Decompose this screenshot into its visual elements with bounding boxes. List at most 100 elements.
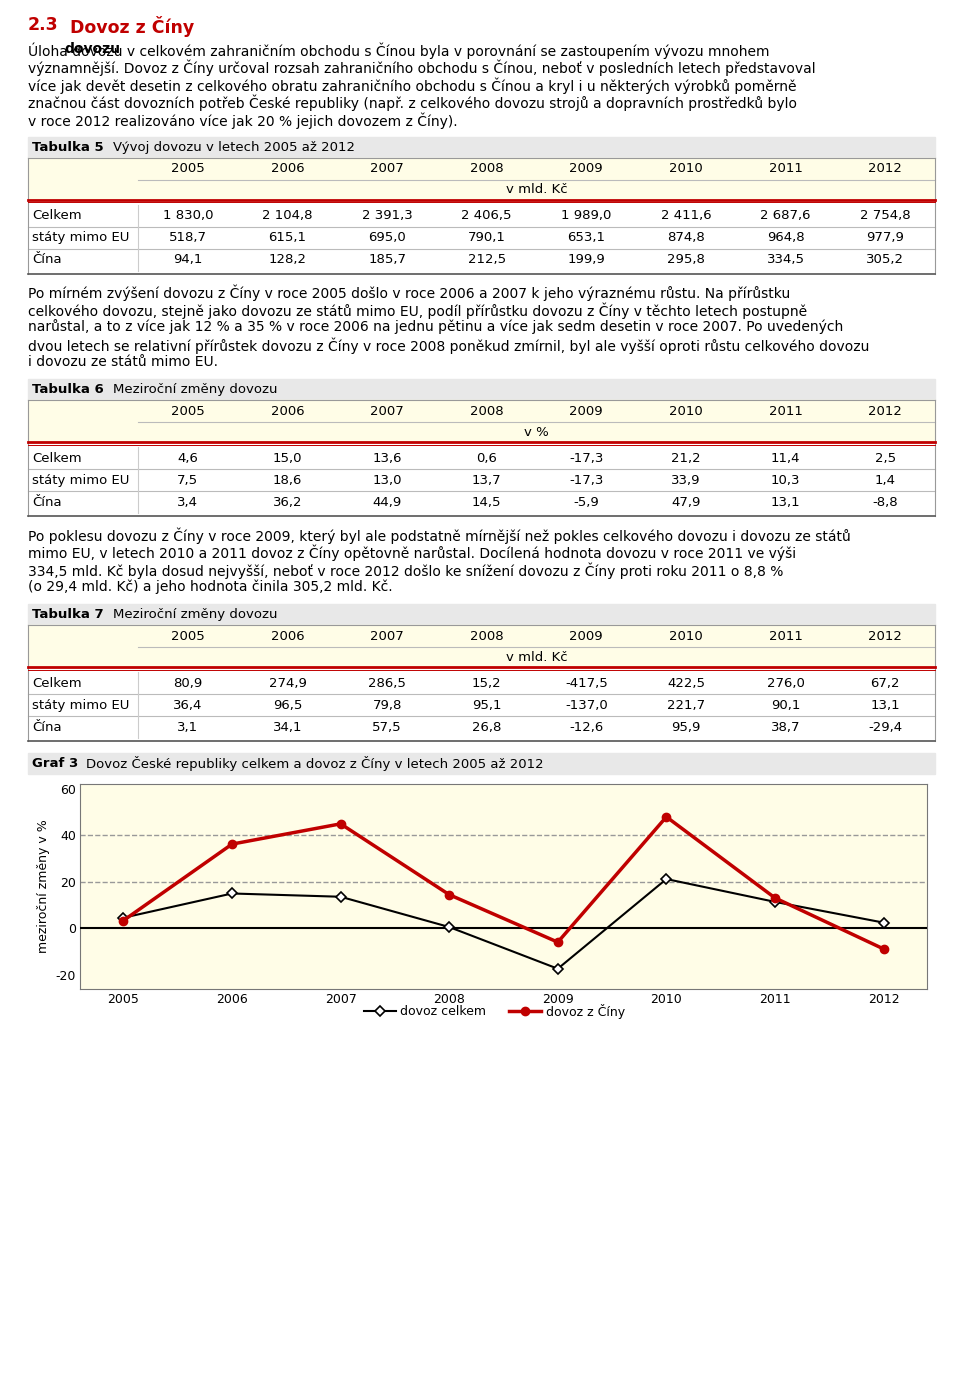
Text: 3,4: 3,4 <box>178 495 199 509</box>
Bar <box>28 754 935 774</box>
Text: 79,8: 79,8 <box>372 698 401 711</box>
Bar <box>28 626 935 667</box>
Text: 2012: 2012 <box>868 630 902 642</box>
Text: Vývoj dovozu v letech 2005 až 2012: Vývoj dovozu v letech 2005 až 2012 <box>113 140 355 154</box>
Text: Tabulka 5: Tabulka 5 <box>32 140 104 154</box>
Text: 67,2: 67,2 <box>871 676 900 689</box>
Text: -5,9: -5,9 <box>573 495 599 509</box>
Text: Celkem: Celkem <box>32 451 82 465</box>
Text: Meziroční změny dovozu: Meziroční změny dovozu <box>113 608 277 622</box>
Text: 13,7: 13,7 <box>472 473 501 487</box>
Text: 295,8: 295,8 <box>667 253 705 265</box>
Text: Po poklesu dovozu z Číny v roce 2009, který byl ale podstatně mírnější než pokle: Po poklesu dovozu z Číny v roce 2009, kt… <box>28 527 851 543</box>
Text: 221,7: 221,7 <box>667 698 705 711</box>
Text: Čína: Čína <box>32 720 61 733</box>
Text: Čína: Čína <box>32 495 61 509</box>
Text: 2006: 2006 <box>271 630 304 642</box>
Text: 2005: 2005 <box>171 404 204 418</box>
Text: Dovoz České republiky celkem a dovoz z Číny v letech 2005 až 2012: Dovoz České republiky celkem a dovoz z Č… <box>86 756 543 771</box>
Text: 2.3: 2.3 <box>28 16 59 34</box>
Text: 80,9: 80,9 <box>173 676 203 689</box>
Text: 128,2: 128,2 <box>269 253 306 265</box>
Text: 1,4: 1,4 <box>875 473 896 487</box>
Text: 2 754,8: 2 754,8 <box>860 209 910 221</box>
Text: celkového dovozu, stejně jako dovozu ze států mimo EU, podíl přírůstku dovozu z : celkového dovozu, stejně jako dovozu ze … <box>28 302 807 319</box>
Text: 2012: 2012 <box>868 162 902 175</box>
Text: -137,0: -137,0 <box>564 698 608 711</box>
Text: 274,9: 274,9 <box>269 676 306 689</box>
Text: 286,5: 286,5 <box>368 676 406 689</box>
Text: 2 104,8: 2 104,8 <box>262 209 313 221</box>
Text: 2011: 2011 <box>769 630 803 642</box>
Text: 2 687,6: 2 687,6 <box>760 209 811 221</box>
Text: 2011: 2011 <box>769 162 803 175</box>
Text: 34,1: 34,1 <box>273 720 302 733</box>
Text: 13,0: 13,0 <box>372 473 402 487</box>
Text: v mld. Kč: v mld. Kč <box>506 650 567 664</box>
Text: 977,9: 977,9 <box>866 231 904 243</box>
Text: dovoz celkem: dovoz celkem <box>400 1005 487 1018</box>
Text: 4,6: 4,6 <box>178 451 199 465</box>
Text: 21,2: 21,2 <box>671 451 701 465</box>
Text: 47,9: 47,9 <box>671 495 701 509</box>
Text: Dovoz z Číny: Dovoz z Číny <box>70 16 194 37</box>
Text: 11,4: 11,4 <box>771 451 801 465</box>
Text: (o 29,4 mld. Kč) a jeho hodnota činila 305,2 mld. Kč.: (o 29,4 mld. Kč) a jeho hodnota činila 3… <box>28 579 393 594</box>
Text: Tabulka 6: Tabulka 6 <box>32 384 104 396</box>
Text: Čína: Čína <box>32 253 61 265</box>
Text: 2007: 2007 <box>371 404 404 418</box>
Text: 15,0: 15,0 <box>273 451 302 465</box>
Text: 2008: 2008 <box>469 630 503 642</box>
Bar <box>28 136 935 158</box>
Text: narůstal, a to z více jak 12 % a 35 % v roce 2006 na jednu pětinu a více jak sed: narůstal, a to z více jak 12 % a 35 % v … <box>28 319 843 334</box>
Text: Po mírném zvýšení dovozu z Číny v roce 2005 došlo v roce 2006 a 2007 k jeho výra: Po mírném zvýšení dovozu z Číny v roce 2… <box>28 285 790 301</box>
Text: státy mimo EU: státy mimo EU <box>32 473 130 487</box>
Text: 0,6: 0,6 <box>476 451 497 465</box>
Text: 2006: 2006 <box>271 404 304 418</box>
Text: dvou letech se relativní přírůstek dovozu z Číny v roce 2008 poněkud zmírnil, by: dvou letech se relativní přírůstek dovoz… <box>28 337 870 353</box>
Bar <box>28 441 935 516</box>
Text: 2007: 2007 <box>371 162 404 175</box>
Text: -17,3: -17,3 <box>569 473 604 487</box>
Text: 2 391,3: 2 391,3 <box>362 209 413 221</box>
Text: 874,8: 874,8 <box>667 231 705 243</box>
Text: 2010: 2010 <box>669 162 703 175</box>
Text: v roce 2012 realizováno více jak 20 % jejich dovozem z Číny).: v roce 2012 realizováno více jak 20 % je… <box>28 111 458 128</box>
Text: v mld. Kč: v mld. Kč <box>506 183 567 197</box>
Text: 26,8: 26,8 <box>472 720 501 733</box>
Text: 7,5: 7,5 <box>178 473 199 487</box>
Text: 15,2: 15,2 <box>472 676 501 689</box>
Text: 14,5: 14,5 <box>472 495 501 509</box>
Bar <box>28 158 935 199</box>
Text: 10,3: 10,3 <box>771 473 801 487</box>
Text: 2010: 2010 <box>669 630 703 642</box>
Text: 13,1: 13,1 <box>871 698 900 711</box>
Text: 90,1: 90,1 <box>771 698 801 711</box>
Text: 185,7: 185,7 <box>368 253 406 265</box>
Text: 2008: 2008 <box>469 404 503 418</box>
Text: dovozu: dovozu <box>64 43 120 56</box>
Text: 276,0: 276,0 <box>767 676 804 689</box>
Text: -17,3: -17,3 <box>569 451 604 465</box>
Text: -12,6: -12,6 <box>569 720 604 733</box>
Bar <box>28 380 935 400</box>
Text: 95,9: 95,9 <box>671 720 701 733</box>
Text: 1 989,0: 1 989,0 <box>562 209 612 221</box>
Text: dovoz z Číny: dovoz z Číny <box>545 1004 625 1019</box>
Text: 2009: 2009 <box>569 630 603 642</box>
Text: 2008: 2008 <box>469 162 503 175</box>
Text: 305,2: 305,2 <box>866 253 904 265</box>
Text: 95,1: 95,1 <box>472 698 501 711</box>
Text: -8,8: -8,8 <box>873 495 898 509</box>
Text: 2005: 2005 <box>171 162 204 175</box>
Text: 13,6: 13,6 <box>372 451 402 465</box>
Text: 3,1: 3,1 <box>178 720 199 733</box>
Text: významnější. Dovoz z Číny určoval rozsah zahraničního obchodu s Čínou, neboť v p: významnější. Dovoz z Číny určoval rozsah… <box>28 59 816 76</box>
Text: 94,1: 94,1 <box>173 253 203 265</box>
Text: 334,5: 334,5 <box>767 253 804 265</box>
Text: Celkem: Celkem <box>32 209 82 221</box>
Text: 18,6: 18,6 <box>273 473 302 487</box>
Text: 13,1: 13,1 <box>771 495 801 509</box>
Text: 695,0: 695,0 <box>369 231 406 243</box>
Text: 36,4: 36,4 <box>173 698 203 711</box>
